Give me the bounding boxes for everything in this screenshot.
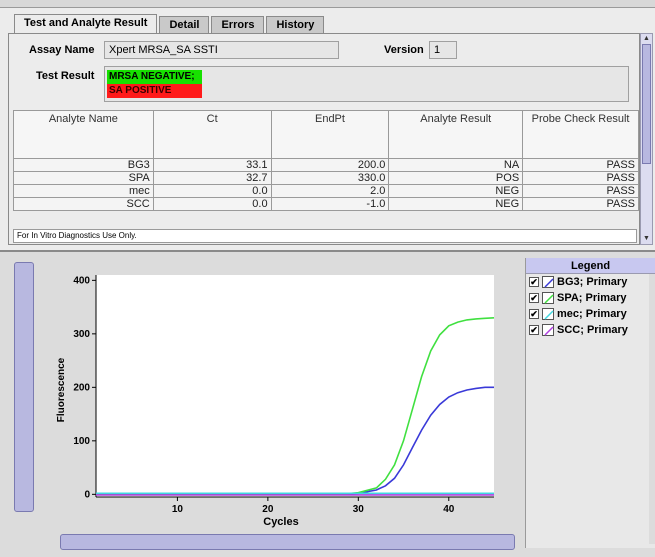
series-line-spa	[96, 317, 495, 496]
amplification-chart: 0 100 200 300 400 10 20 30 40 Cycles Fluorescenc…	[36, 265, 520, 530]
cell-analyte-name: BG3	[13, 158, 154, 172]
y-tick-label: 400	[73, 275, 90, 286]
window-top-strip	[0, 0, 655, 8]
analyte-result-table: Analyte Name Ct EndPt Analyte Result Pro…	[13, 110, 639, 211]
tab-bar: Test and Analyte Result Detail Errors Hi…	[14, 14, 326, 34]
swatch-spa	[542, 292, 554, 304]
table-row[interactable]: mec 0.0 2.0 NEG PASS	[13, 184, 639, 198]
tab-errors[interactable]: Errors	[211, 16, 265, 34]
sa-positive-badge: SA POSITIVE	[107, 84, 202, 98]
legend-label-scc: SCC; Primary	[557, 324, 628, 336]
legend-label-spa: SPA; Primary	[557, 292, 627, 304]
horizontal-zoom-slider[interactable]	[60, 534, 515, 550]
chart-svg: 0 100 200 300 400 10 20 30 40 Cycles Fluorescenc…	[36, 265, 520, 530]
result-panel-scrollbar[interactable]: ▲ ▼	[640, 33, 653, 245]
cell-ct: 0.0	[152, 184, 272, 198]
table-row[interactable]: SPA 32.7 330.0 POS PASS	[13, 171, 639, 185]
header-analyte-name[interactable]: Analyte Name	[13, 110, 154, 159]
header-ct[interactable]: Ct	[152, 110, 272, 159]
cell-endpt: 2.0	[270, 184, 390, 198]
scroll-up-icon[interactable]: ▲	[643, 35, 650, 42]
table-row[interactable]: SCC 0.0 -1.0 NEG PASS	[13, 197, 639, 211]
x-tick-label: 10	[172, 504, 184, 515]
cell-endpt: 330.0	[270, 171, 390, 185]
checkbox-mec[interactable]: ✔	[529, 309, 539, 319]
y-tick-label: 200	[73, 382, 90, 393]
legend-item-scc[interactable]: ✔ SCC; Primary	[526, 322, 655, 338]
x-tick-label: 30	[353, 504, 365, 515]
vertical-zoom-slider[interactable]	[14, 262, 34, 512]
cell-probe-check: PASS	[522, 184, 639, 198]
cell-analyte-result: POS	[388, 171, 524, 185]
swatch-bg3	[542, 276, 554, 288]
legend-label-mec: mec; Primary	[557, 308, 627, 320]
tab-test-and-analyte-result[interactable]: Test and Analyte Result	[14, 14, 158, 34]
legend-label-bg3: BG3; Primary	[557, 276, 628, 288]
cell-endpt: 200.0	[270, 158, 390, 172]
legend-item-spa[interactable]: ✔ SPA; Primary	[526, 290, 655, 306]
legend-item-mec[interactable]: ✔ mec; Primary	[526, 306, 655, 322]
legend-panel: Legend ✔ BG3; Primary ✔ SPA; Primary ✔ m…	[525, 258, 655, 548]
cell-analyte-name: mec	[13, 184, 154, 198]
cell-analyte-name: SCC	[13, 197, 154, 211]
cell-analyte-result: NEG	[388, 197, 524, 211]
ivd-use-note: For In Vitro Diagnostics Use Only.	[13, 229, 637, 243]
cell-ct: 0.0	[152, 197, 272, 211]
cell-analyte-result: NEG	[388, 184, 524, 198]
scrollbar-thumb[interactable]	[642, 44, 651, 164]
y-tick-label: 300	[73, 329, 90, 340]
header-probe-check-result[interactable]: Probe Check Result	[522, 110, 639, 159]
tab-history[interactable]: History	[266, 16, 325, 34]
result-panel: Assay Name Xpert MRSA_SA SSTI Version 1 …	[8, 33, 640, 245]
test-result-label: Test Result	[36, 70, 95, 82]
x-tick-label: 40	[443, 504, 455, 515]
checkbox-scc[interactable]: ✔	[529, 325, 539, 335]
cell-analyte-name: SPA	[13, 171, 154, 185]
checkbox-bg3[interactable]: ✔	[529, 277, 539, 287]
cell-endpt: -1.0	[270, 197, 390, 211]
plot-background	[96, 275, 494, 497]
legend-scrollbar[interactable]	[649, 274, 655, 544]
header-analyte-result[interactable]: Analyte Result	[388, 110, 524, 159]
table-row[interactable]: BG3 33.1 200.0 NA PASS	[13, 158, 639, 172]
legend-title: Legend	[526, 258, 655, 274]
header-endpt[interactable]: EndPt	[270, 110, 390, 159]
series-line-bg3	[96, 386, 494, 496]
test-result-box: MRSA NEGATIVE; SA POSITIVE	[104, 66, 629, 102]
y-tick-label: 0	[84, 489, 90, 500]
version-field: 1	[429, 41, 457, 59]
cell-probe-check: PASS	[522, 171, 639, 185]
tab-detail[interactable]: Detail	[159, 16, 210, 34]
checkbox-spa[interactable]: ✔	[529, 293, 539, 303]
x-axis-title: Cycles	[263, 516, 298, 528]
legend-item-bg3[interactable]: ✔ BG3; Primary	[526, 274, 655, 290]
mrsa-negative-badge: MRSA NEGATIVE;	[107, 70, 202, 84]
cell-ct: 33.1	[152, 158, 272, 172]
cell-ct: 32.7	[152, 171, 272, 185]
assay-name-field: Xpert MRSA_SA SSTI	[104, 41, 339, 59]
scroll-down-icon[interactable]: ▼	[643, 235, 650, 242]
swatch-scc	[542, 324, 554, 336]
cell-analyte-result: NA	[388, 158, 524, 172]
assay-name-label: Assay Name	[29, 44, 95, 56]
cell-probe-check: PASS	[522, 197, 639, 211]
y-axis-title: Fluorescence	[56, 357, 67, 422]
y-tick-label: 100	[73, 436, 90, 447]
x-tick-label: 20	[262, 504, 274, 515]
version-label: Version	[384, 44, 424, 56]
cell-probe-check: PASS	[522, 158, 639, 172]
swatch-mec	[542, 308, 554, 320]
